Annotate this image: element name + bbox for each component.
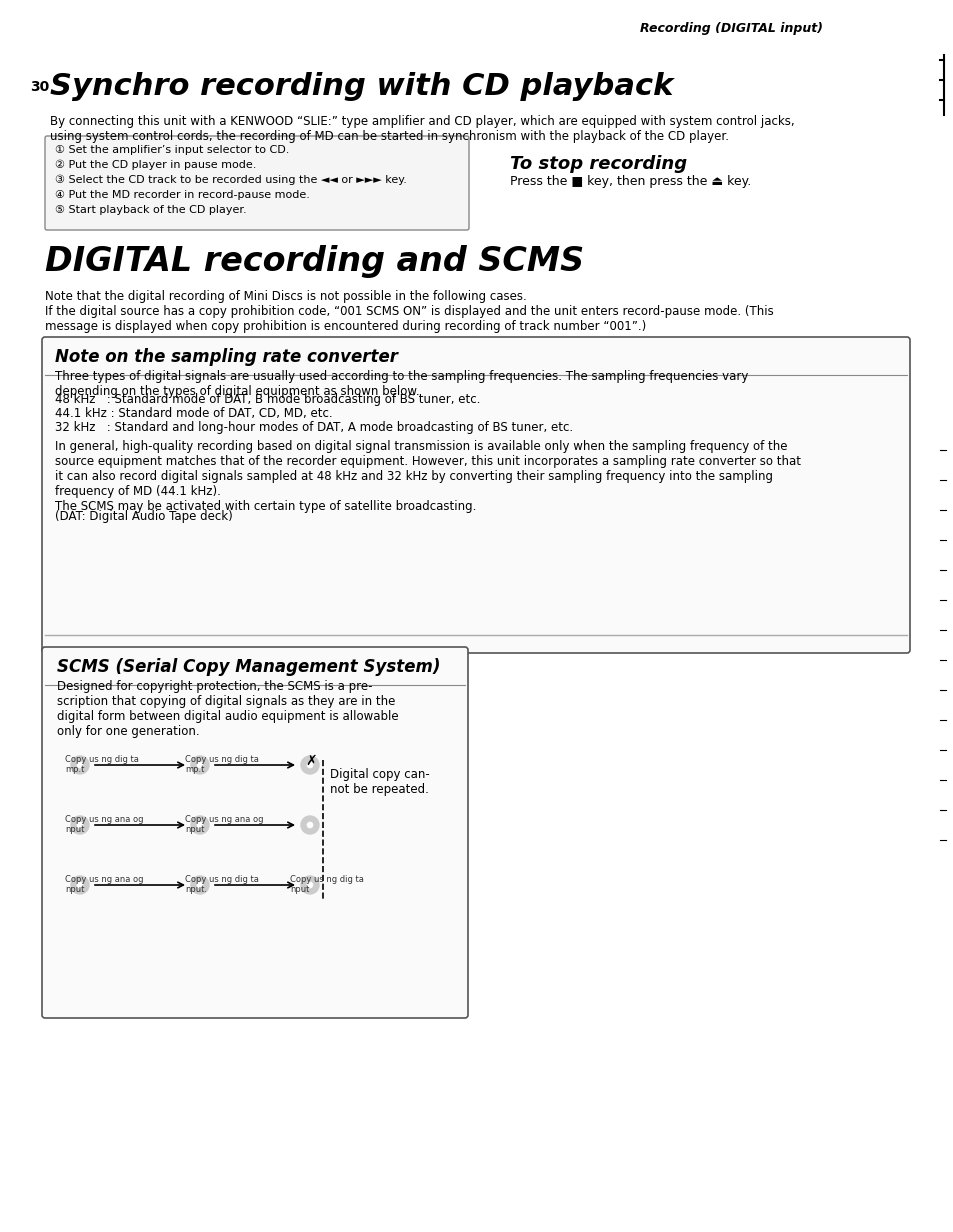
FancyBboxPatch shape bbox=[42, 647, 468, 1018]
Text: ③ Select the CD track to be recorded using the ◄◄ or ►►► key.: ③ Select the CD track to be recorded usi… bbox=[55, 175, 406, 185]
Text: DIGITAL recording and SCMS: DIGITAL recording and SCMS bbox=[45, 245, 583, 278]
Text: Copy us ng dig ta
nput: Copy us ng dig ta nput bbox=[290, 875, 363, 894]
Text: Copy us ng ana og
nput: Copy us ng ana og nput bbox=[65, 816, 143, 834]
Text: Copy us ng ana og
nput: Copy us ng ana og nput bbox=[65, 875, 143, 894]
Text: Synchro recording with CD playback: Synchro recording with CD playback bbox=[50, 71, 673, 101]
Text: 30: 30 bbox=[30, 80, 50, 94]
Circle shape bbox=[301, 876, 318, 894]
Text: Copy us ng dig ta
mp.t: Copy us ng dig ta mp.t bbox=[185, 755, 258, 775]
Text: ✗: ✗ bbox=[305, 754, 316, 768]
Circle shape bbox=[77, 882, 83, 888]
Text: Copy us ng dig ta
mp.t: Copy us ng dig ta mp.t bbox=[65, 755, 139, 775]
FancyBboxPatch shape bbox=[42, 338, 909, 653]
Circle shape bbox=[77, 822, 83, 828]
Text: 32 kHz   : Standard and long-hour modes of DAT, A mode broadcasting of BS tuner,: 32 kHz : Standard and long-hour modes of… bbox=[55, 421, 573, 434]
Text: 44.1 kHz : Standard mode of DAT, CD, MD, etc.: 44.1 kHz : Standard mode of DAT, CD, MD,… bbox=[55, 407, 333, 420]
Text: In general, high-quality recording based on digital signal transmission is avail: In general, high-quality recording based… bbox=[55, 440, 801, 513]
Circle shape bbox=[307, 763, 313, 768]
Circle shape bbox=[71, 756, 89, 774]
Circle shape bbox=[301, 816, 318, 834]
Circle shape bbox=[191, 816, 209, 834]
Text: Copy us ng ana og
nput: Copy us ng ana og nput bbox=[185, 816, 263, 834]
Text: Recording (DIGITAL input): Recording (DIGITAL input) bbox=[639, 22, 822, 34]
Circle shape bbox=[196, 822, 203, 828]
Text: 48 kHz   : Standard mode of DAT, B mode broadcasting of BS tuner, etc.: 48 kHz : Standard mode of DAT, B mode br… bbox=[55, 393, 480, 407]
Text: Note on the sampling rate converter: Note on the sampling rate converter bbox=[55, 347, 397, 366]
Circle shape bbox=[196, 763, 203, 768]
Text: ① Set the amplifier’s input selector to CD.: ① Set the amplifier’s input selector to … bbox=[55, 145, 289, 155]
Text: Note that the digital recording of Mini Discs is not possible in the following c: Note that the digital recording of Mini … bbox=[45, 290, 526, 303]
Text: ⑤ Start playback of the CD player.: ⑤ Start playback of the CD player. bbox=[55, 205, 247, 216]
Text: If the digital source has a copy prohibition code, “001 SCMS ON” is displayed an: If the digital source has a copy prohibi… bbox=[45, 306, 773, 333]
Text: Designed for copyright protection, the SCMS is a pre-
scription that copying of : Designed for copyright protection, the S… bbox=[57, 680, 398, 738]
Text: (DAT: Digital Audio Tape deck): (DAT: Digital Audio Tape deck) bbox=[55, 510, 233, 524]
Circle shape bbox=[71, 876, 89, 894]
Text: Three types of digital signals are usually used according to the sampling freque: Three types of digital signals are usual… bbox=[55, 370, 747, 398]
Text: ④ Put the MD recorder in record-pause mode.: ④ Put the MD recorder in record-pause mo… bbox=[55, 190, 310, 200]
Text: ② Put the CD player in pause mode.: ② Put the CD player in pause mode. bbox=[55, 160, 256, 170]
FancyBboxPatch shape bbox=[45, 136, 469, 230]
Text: Digital copy can-
not be repeated.: Digital copy can- not be repeated. bbox=[330, 768, 429, 796]
Text: SCMS (Serial Copy Management System): SCMS (Serial Copy Management System) bbox=[57, 658, 440, 676]
Circle shape bbox=[307, 822, 313, 828]
Circle shape bbox=[71, 816, 89, 834]
Text: By connecting this unit with a KENWOOD “SLIE:” type amplifier and CD player, whi: By connecting this unit with a KENWOOD “… bbox=[50, 115, 794, 143]
Text: Press the ■ key, then press the ⏏ key.: Press the ■ key, then press the ⏏ key. bbox=[510, 175, 750, 188]
Text: To stop recording: To stop recording bbox=[510, 155, 686, 172]
Circle shape bbox=[301, 756, 318, 774]
Circle shape bbox=[307, 882, 313, 888]
Text: Copy us ng dig ta
nput.: Copy us ng dig ta nput. bbox=[185, 875, 258, 894]
Circle shape bbox=[77, 763, 83, 768]
Circle shape bbox=[191, 756, 209, 774]
Circle shape bbox=[191, 876, 209, 894]
Circle shape bbox=[196, 882, 203, 888]
